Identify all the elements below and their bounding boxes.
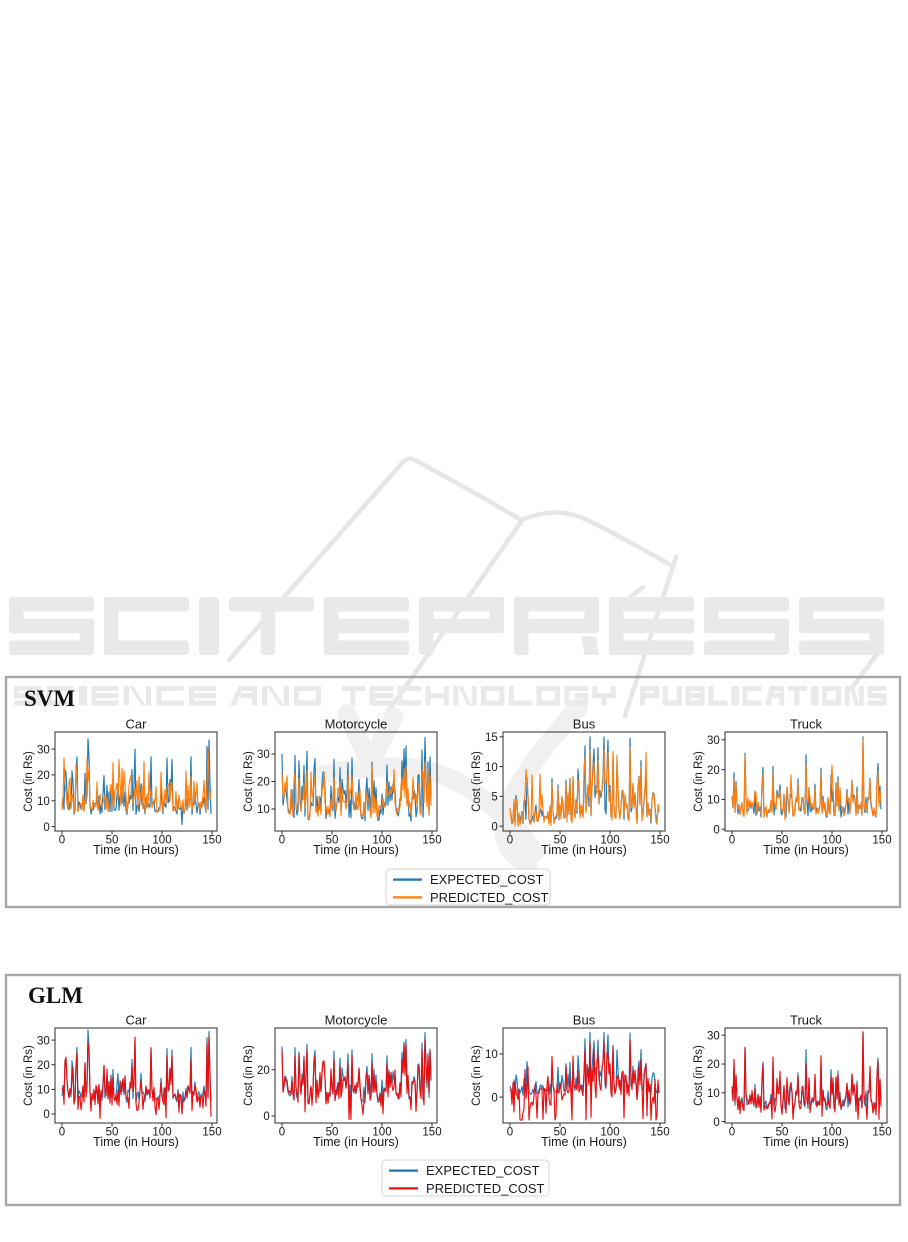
svg-text:Cost (in Rs): Cost (in Rs) [693,1045,705,1106]
svg-text:50: 50 [326,1127,339,1139]
svg-text:50: 50 [776,835,789,847]
svg-text:Time (in Hours): Time (in Hours) [313,1135,399,1149]
svg-text:50: 50 [106,1127,119,1139]
svg-text:30: 30 [707,735,720,747]
svg-text:50: 50 [326,835,339,847]
svg-text:50: 50 [106,835,119,847]
svg-text:10: 10 [485,1049,498,1061]
svg-text:Motorcycle: Motorcycle [325,717,388,732]
svg-text:Motorcycle: Motorcycle [325,1013,388,1028]
svg-text:15: 15 [485,732,498,744]
svg-text:100: 100 [372,1127,391,1139]
svg-text:0: 0 [491,821,497,833]
svg-text:Cost (in Rs): Cost (in Rs) [23,751,35,812]
svg-text:10: 10 [707,795,720,807]
svg-text:30: 30 [707,1030,720,1042]
svg-text:50: 50 [554,1127,567,1139]
svg-text:10: 10 [707,1088,720,1100]
svg-text:Cost (in Rs): Cost (in Rs) [243,751,255,812]
svg-text:20: 20 [37,770,50,782]
svg-text:0: 0 [279,1127,285,1139]
svg-text:30: 30 [257,749,270,761]
svg-text:150: 150 [650,835,669,847]
svg-text:0: 0 [729,1127,735,1139]
svg-text:Time (in Hours): Time (in Hours) [763,1135,849,1149]
svg-text:0: 0 [279,835,285,847]
svg-text:0: 0 [43,1109,49,1121]
svg-text:150: 150 [872,1127,891,1139]
svg-text:Time (in Hours): Time (in Hours) [93,843,179,857]
svg-text:150: 150 [422,1127,441,1139]
svg-text:100: 100 [600,1127,619,1139]
svg-text:Time (in Hours): Time (in Hours) [93,1135,179,1149]
svg-text:100: 100 [822,835,841,847]
svg-text:20: 20 [707,765,720,777]
svg-text:0: 0 [43,822,49,834]
svg-text:20: 20 [707,1059,720,1071]
svg-text:100: 100 [152,835,171,847]
svg-text:50: 50 [776,1127,789,1139]
svg-text:0: 0 [729,835,735,847]
svg-text:Cost (in Rs): Cost (in Rs) [693,751,705,812]
svg-text:0: 0 [713,1117,719,1129]
svg-text:Truck: Truck [790,717,823,732]
svg-text:150: 150 [202,1127,221,1139]
svg-text:Cost (in Rs): Cost (in Rs) [23,1045,35,1106]
svg-text:Cost (in Rs): Cost (in Rs) [243,1045,255,1106]
svg-text:Truck: Truck [790,1013,823,1028]
svg-text:Car: Car [126,717,148,732]
svg-text:20: 20 [37,1060,50,1072]
svg-text:150: 150 [202,835,221,847]
svg-text:EXPECTED_COST: EXPECTED_COST [430,872,543,887]
svg-text:100: 100 [372,835,391,847]
svg-text:0: 0 [59,1127,65,1139]
svg-text:100: 100 [152,1127,171,1139]
svg-text:0: 0 [507,835,513,847]
svg-text:150: 150 [422,835,441,847]
svg-text:150: 150 [650,1127,669,1139]
svg-text:50: 50 [554,835,567,847]
svg-text:0: 0 [713,824,719,836]
svg-text:0: 0 [59,835,65,847]
svg-text:100: 100 [822,1127,841,1139]
svg-text:Cost (in Rs): Cost (in Rs) [471,1045,483,1106]
svg-text:Time (in Hours): Time (in Hours) [313,843,399,857]
svg-text:20: 20 [257,1065,270,1077]
svg-text:150: 150 [872,835,891,847]
svg-text:SVM: SVM [24,686,75,711]
svg-text:PREDICTED_COST: PREDICTED_COST [430,890,549,905]
svg-text:0: 0 [263,1111,269,1123]
svg-text:Time (in Hours): Time (in Hours) [763,843,849,857]
svg-text:Car: Car [126,1013,148,1028]
svg-text:PREDICTED_COST: PREDICTED_COST [426,1181,545,1196]
svg-text:0: 0 [491,1092,497,1104]
svg-text:10: 10 [37,796,50,808]
svg-text:Time (in Hours): Time (in Hours) [541,1135,627,1149]
svg-text:Bus: Bus [573,717,596,732]
svg-text:20: 20 [257,777,270,789]
svg-text:0: 0 [507,1127,513,1139]
svg-text:Bus: Bus [573,1013,596,1028]
svg-text:30: 30 [37,1035,50,1047]
svg-text:100: 100 [600,835,619,847]
svg-text:5: 5 [491,792,497,804]
svg-text:Time (in Hours): Time (in Hours) [541,843,627,857]
svg-text:EXPECTED_COST: EXPECTED_COST [426,1163,539,1178]
svg-text:30: 30 [37,744,50,756]
svg-text:10: 10 [37,1085,50,1097]
svg-text:GLM: GLM [28,983,83,1008]
svg-text:Cost (in Rs): Cost (in Rs) [471,751,483,812]
svg-text:10: 10 [257,804,270,816]
svg-text:10: 10 [485,762,498,774]
